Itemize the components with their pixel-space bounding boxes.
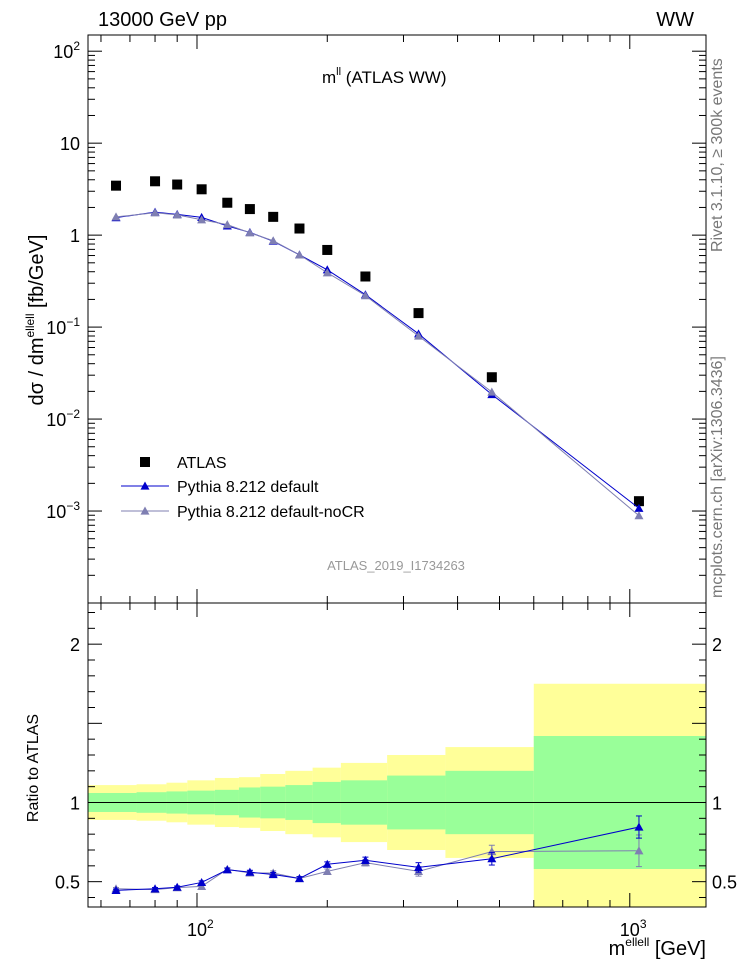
data-point xyxy=(111,212,121,221)
y-tick-label: 10−3 xyxy=(46,499,80,522)
ratio-point xyxy=(322,859,332,868)
y-tick-label: 1 xyxy=(70,226,80,246)
ratio-y-tick-label-right: 2 xyxy=(712,635,722,655)
ratio-point xyxy=(322,866,332,875)
ratio-series-0 xyxy=(111,815,644,894)
header-left: 13000 GeV pp xyxy=(98,9,227,31)
data-point xyxy=(222,197,233,208)
ratio-point xyxy=(487,854,497,863)
ratio-point xyxy=(172,882,182,891)
data-point xyxy=(111,180,122,191)
data-point xyxy=(150,176,161,187)
ratio-point xyxy=(222,865,232,874)
data-point xyxy=(413,308,424,319)
data-point xyxy=(294,223,305,234)
ratio-y-tick-label-right: 1 xyxy=(712,794,722,814)
y-tick-label: 10 xyxy=(60,134,80,154)
ratio-point xyxy=(360,855,370,864)
main-panel: 10−3 10−2 10−1 1 10 102 mll (ATLAS WW) dσ / d… xyxy=(23,34,707,604)
main-ylabel: dσ / dmellell [fb/GeV] xyxy=(23,235,48,406)
legend-label: Pythia 8.212 default xyxy=(177,479,319,496)
ratio-y-tick-label: 1 xyxy=(70,794,80,814)
data-point xyxy=(322,268,332,277)
data-point xyxy=(360,271,371,282)
data-point xyxy=(245,228,255,237)
data-point xyxy=(487,387,497,396)
ratio-point xyxy=(268,870,278,879)
analysis-id: ATLAS_2019_I1734263 xyxy=(327,558,465,573)
ratio-point xyxy=(150,884,160,893)
y-tick-label: 102 xyxy=(53,39,80,62)
legend-marker xyxy=(140,481,150,490)
ratio-point xyxy=(634,846,644,855)
ratio-point xyxy=(111,885,121,894)
data-point xyxy=(222,220,232,229)
ratio-point xyxy=(294,874,304,883)
ratio-point xyxy=(245,867,255,876)
ratio-point xyxy=(414,862,424,872)
data-point xyxy=(172,179,183,190)
rivet-label: Rivet 3.1.10, ≥ 300k events xyxy=(709,58,726,252)
main-title: mll (ATLAS WW) xyxy=(322,66,447,87)
ratio-xlabel: mellell [GeV] xyxy=(609,935,706,960)
legend: ATLAS Pythia 8.212 default Pythia 8.212 de… xyxy=(121,455,365,521)
ratio-point xyxy=(487,847,497,856)
mcplots-label: mcplots.cern.ch [arXiv:1306.3436] xyxy=(709,356,726,598)
data-point xyxy=(633,496,644,507)
y-tick-label: 10−1 xyxy=(46,315,80,338)
data-point xyxy=(634,503,644,512)
data-point xyxy=(294,250,304,259)
data-point xyxy=(360,291,370,300)
x-tick-label: 102 xyxy=(187,917,214,940)
data-point xyxy=(414,331,424,340)
ratio-y-tick-label-right: 0.5 xyxy=(712,873,737,893)
y-tick-label: 10−2 xyxy=(46,407,80,430)
data-point xyxy=(486,372,497,383)
ratio-point xyxy=(197,877,207,887)
ratio-y-tick-label: 0.5 xyxy=(55,873,80,893)
legend-marker xyxy=(140,506,150,515)
series-0 xyxy=(111,176,644,507)
legend-label: ATLAS xyxy=(177,455,227,472)
data-point xyxy=(150,208,160,217)
data-point xyxy=(322,244,333,255)
data-point xyxy=(172,210,182,219)
ratio-ylabel: Ratio to ATLAS xyxy=(25,714,42,822)
data-point xyxy=(268,211,279,222)
ratio-y-tick-label: 2 xyxy=(70,635,80,655)
legend-marker xyxy=(140,457,150,467)
header-right: WW xyxy=(656,9,694,31)
data-point xyxy=(634,511,644,520)
ratio-point xyxy=(634,822,644,831)
series-2 xyxy=(111,208,644,520)
data-point xyxy=(268,236,278,245)
data-point xyxy=(244,204,255,215)
data-point xyxy=(197,215,207,224)
legend-label: Pythia 8.212 default-noCR xyxy=(177,504,365,521)
data-point xyxy=(196,184,207,195)
